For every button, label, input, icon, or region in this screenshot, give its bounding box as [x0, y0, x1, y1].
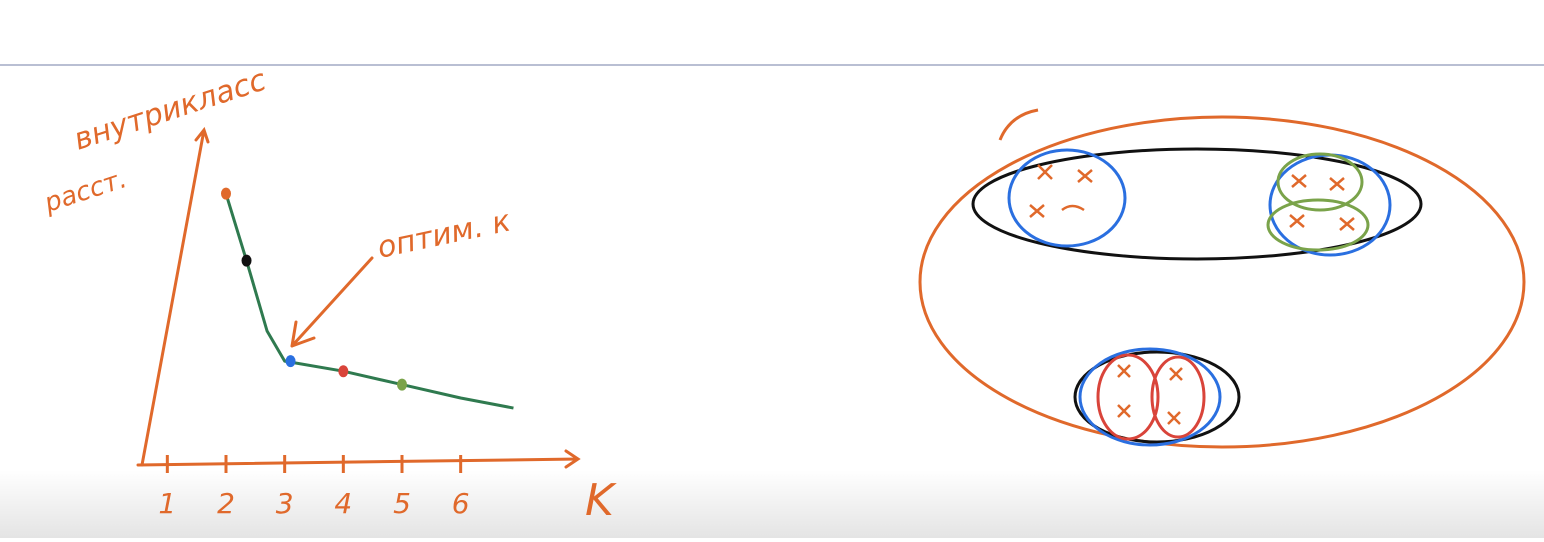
point [338, 365, 349, 378]
y-axis [140, 126, 210, 467]
bottom-shade [0, 470, 1544, 538]
point [221, 187, 231, 200]
annotation: оптим. к [374, 204, 513, 266]
y-label-2: расст. [40, 164, 131, 219]
x-tick-label: 6 [452, 487, 470, 520]
x-tick-label: 2 [217, 487, 235, 520]
cluster-diagram [918, 108, 1526, 449]
point [285, 355, 296, 368]
x-tick-label: 5 [393, 487, 411, 520]
curve [224, 193, 514, 410]
x-axis [136, 449, 581, 469]
point [397, 378, 407, 391]
x-tick-label: 4 [334, 487, 352, 520]
annotation-arrow [290, 256, 374, 348]
x-label: K [585, 475, 617, 526]
x-tick-label: 3 [276, 487, 294, 520]
point [241, 254, 252, 267]
y-label: внутрикласс [70, 62, 271, 157]
x-tick-label: 1 [158, 487, 176, 520]
